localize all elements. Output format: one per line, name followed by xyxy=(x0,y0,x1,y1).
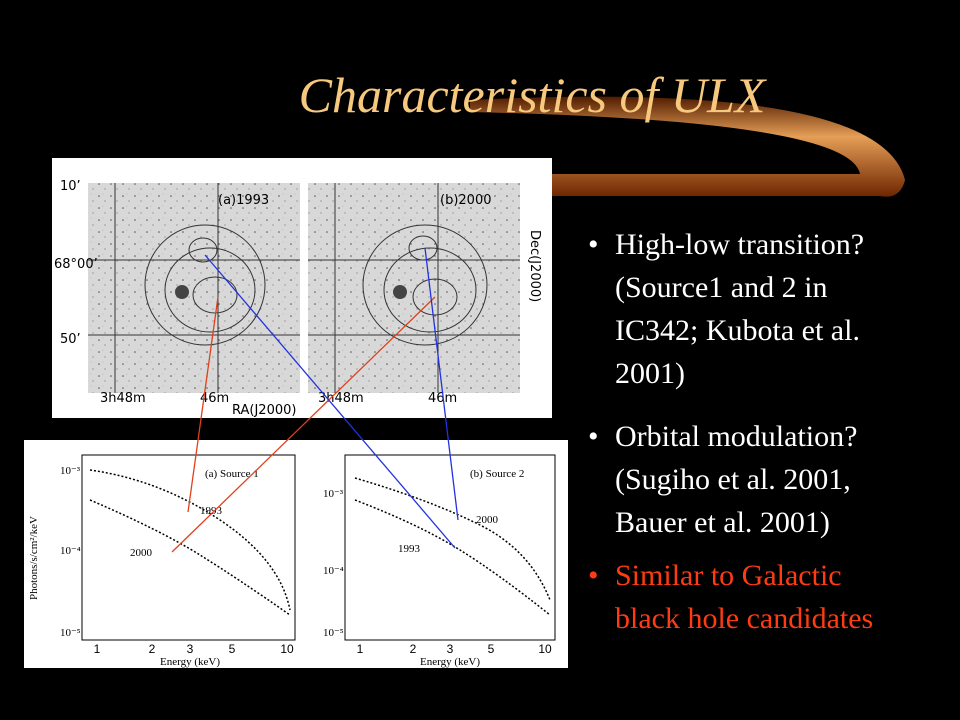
bullet-dot: • xyxy=(588,228,599,261)
bullet-line: Similar to Galactic xyxy=(615,559,842,592)
y-tick-label: 10⁻³ xyxy=(60,465,81,477)
y-tick-label: 10⁻⁵ xyxy=(60,627,81,639)
dec-label: 50’ xyxy=(60,332,81,347)
x-tick-label: 2 xyxy=(410,642,417,656)
curve-label: 1993 xyxy=(398,543,421,555)
arrows xyxy=(171,247,459,553)
dec-label: 10’ xyxy=(60,179,81,194)
x-tick-label: 10 xyxy=(538,642,552,656)
x-tick-label: 1 xyxy=(357,642,364,656)
panel-label: (b) Source 2 xyxy=(470,468,524,480)
sky-image: (a)1993 (b)2000 10’ 68°00’ 50’ 3h48m 46m… xyxy=(52,158,552,418)
ra-label: 3h48m xyxy=(100,391,146,406)
x-tick-label: 3 xyxy=(187,642,194,656)
spectra-image: (a) Source 1 (b) Source 2 1993 2000 2000… xyxy=(24,440,568,668)
x-axis-label: Energy (keV) xyxy=(420,656,480,668)
bullet-line: (Source1 and 2 in xyxy=(615,271,827,304)
bullets: • High-low transition? (Source1 and 2 in… xyxy=(588,228,873,635)
bullet-line: Bauer et al. 2001) xyxy=(615,506,830,539)
y-axis-label: Photons/s/cm²/keV xyxy=(28,516,40,600)
x-tick-label: 1 xyxy=(94,642,101,656)
curve-label: 2000 xyxy=(130,547,153,559)
x-tick-label: 3 xyxy=(447,642,454,656)
x-axis-label: RA(J2000) xyxy=(232,403,296,418)
bullet-line: IC342; Kubota et al. xyxy=(615,314,860,347)
bullet-line: (Sugiho et al. 2001, xyxy=(615,463,851,496)
ra-label: 46m xyxy=(200,391,229,406)
bullet-dot: • xyxy=(588,559,599,592)
ra-label: 3h48m xyxy=(318,391,364,406)
y-tick-label: 10⁻⁵ xyxy=(323,627,344,639)
panel-label: (a) Source 1 xyxy=(205,468,259,480)
bullet-dot: • xyxy=(588,420,599,453)
curve-label: 2000 xyxy=(476,514,499,526)
bullet-line: 2001) xyxy=(615,357,685,390)
x-tick-label: 5 xyxy=(229,642,236,656)
dec-label: 68°00’ xyxy=(54,257,98,272)
y-tick-label: 10⁻³ xyxy=(323,488,344,500)
slide-title: Characteristics of ULX xyxy=(299,67,768,123)
bullet-line: Orbital modulation? xyxy=(615,420,857,453)
x-axis-label: Energy (keV) xyxy=(160,656,220,668)
bullet-line: black hole candidates xyxy=(615,602,873,635)
panel-label: (a)1993 xyxy=(218,193,269,208)
y-tick-label: 10⁻⁴ xyxy=(323,565,344,577)
x-tick-label: 10 xyxy=(280,642,294,656)
y-tick-label: 10⁻⁴ xyxy=(60,545,81,557)
y-axis-label: Dec(J2000) xyxy=(527,230,542,302)
panel-label: (b)2000 xyxy=(440,193,491,208)
x-tick-label: 2 xyxy=(149,642,156,656)
bullet-line: High-low transition? xyxy=(615,228,864,261)
x-tick-label: 5 xyxy=(488,642,495,656)
